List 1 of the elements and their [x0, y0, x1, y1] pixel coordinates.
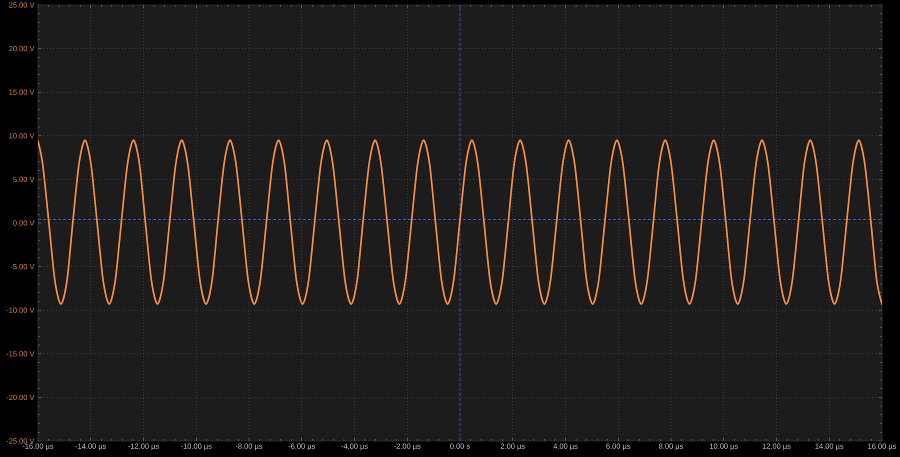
line-series [38, 139, 882, 305]
